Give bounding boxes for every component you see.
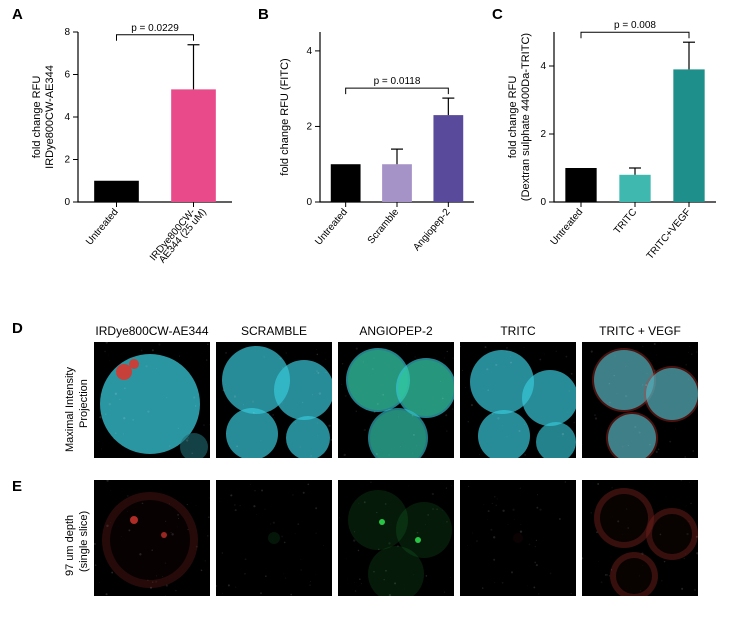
micrograph bbox=[460, 342, 576, 458]
svg-text:fold change RFU: fold change RFU bbox=[31, 76, 43, 159]
svg-text:0: 0 bbox=[540, 197, 546, 208]
svg-text:2: 2 bbox=[540, 129, 546, 140]
micrograph bbox=[216, 342, 332, 458]
svg-text:4: 4 bbox=[64, 112, 70, 123]
image-col-header: TRITC + VEGF bbox=[582, 324, 698, 338]
svg-text:Scramble: Scramble bbox=[366, 207, 402, 247]
micrograph bbox=[338, 480, 454, 596]
chart-b: fold change RFU (FITC) 0 2 4 Untreated Scramb… bbox=[272, 18, 482, 298]
svg-text:fold change RFU (FITC): fold change RFU (FITC) bbox=[279, 58, 291, 175]
figure-root: A B C D E fold change RFUIRDye800CW-AE34… bbox=[0, 0, 730, 622]
svg-text:2: 2 bbox=[306, 121, 312, 132]
row-d-label-1: Maximal Intensity bbox=[64, 367, 76, 452]
row-d-label-2: Projection bbox=[78, 379, 90, 428]
svg-text:IRDye800CW-AE344: IRDye800CW-AE344 bbox=[44, 65, 56, 169]
chart-c: fold change RFU(Dextran sulphate 4400Da-… bbox=[506, 18, 724, 298]
panel-label-e: E bbox=[12, 478, 22, 495]
svg-text:0: 0 bbox=[306, 197, 312, 208]
svg-text:Untreated: Untreated bbox=[313, 207, 350, 248]
image-col-header: TRITC bbox=[460, 324, 576, 338]
svg-text:p = 0.008: p = 0.008 bbox=[614, 20, 656, 31]
panel-label-c: C bbox=[492, 6, 503, 23]
micrograph bbox=[460, 480, 576, 596]
svg-text:4: 4 bbox=[540, 61, 546, 72]
image-row-e bbox=[94, 480, 698, 596]
micrograph bbox=[338, 342, 454, 458]
svg-text:2: 2 bbox=[64, 155, 70, 166]
micrograph bbox=[582, 342, 698, 458]
svg-text:TRITC+VEGF: TRITC+VEGF bbox=[645, 207, 694, 262]
panel-label-b: B bbox=[258, 6, 269, 23]
image-col-header: ANGIOPEP-2 bbox=[338, 324, 454, 338]
image-row-d bbox=[94, 342, 698, 458]
svg-text:Angiopep-2: Angiopep-2 bbox=[411, 207, 453, 254]
svg-text:p = 0.0229: p = 0.0229 bbox=[131, 23, 179, 34]
svg-text:fold change RFU: fold change RFU bbox=[507, 76, 519, 159]
image-col-header: IRDye800CW-AE344 bbox=[94, 324, 210, 338]
svg-text:TRITC: TRITC bbox=[612, 207, 639, 237]
micrograph bbox=[94, 342, 210, 458]
svg-text:4: 4 bbox=[306, 46, 312, 57]
svg-text:p = 0.0118: p = 0.0118 bbox=[374, 76, 421, 87]
row-e-label-1: 97 um depth bbox=[64, 515, 76, 576]
image-col-header: SCRAMBLE bbox=[216, 324, 332, 338]
svg-text:8: 8 bbox=[64, 27, 70, 38]
svg-text:0: 0 bbox=[64, 197, 70, 208]
micrograph bbox=[216, 480, 332, 596]
micrograph bbox=[94, 480, 210, 596]
svg-text:Untreated: Untreated bbox=[84, 207, 121, 248]
svg-text:6: 6 bbox=[64, 70, 70, 81]
row-e-label-2: (single slice) bbox=[78, 511, 90, 572]
panel-label-a: A bbox=[12, 6, 23, 23]
svg-text:(Dextran sulphate 4400Da-TRITC: (Dextran sulphate 4400Da-TRITC) bbox=[520, 33, 532, 201]
panel-label-d: D bbox=[12, 320, 23, 337]
micrograph bbox=[582, 480, 698, 596]
chart-a: fold change RFUIRDye800CW-AE344 0 2 4 6 8 Untr… bbox=[30, 18, 240, 298]
svg-text:Untreated: Untreated bbox=[549, 207, 586, 248]
